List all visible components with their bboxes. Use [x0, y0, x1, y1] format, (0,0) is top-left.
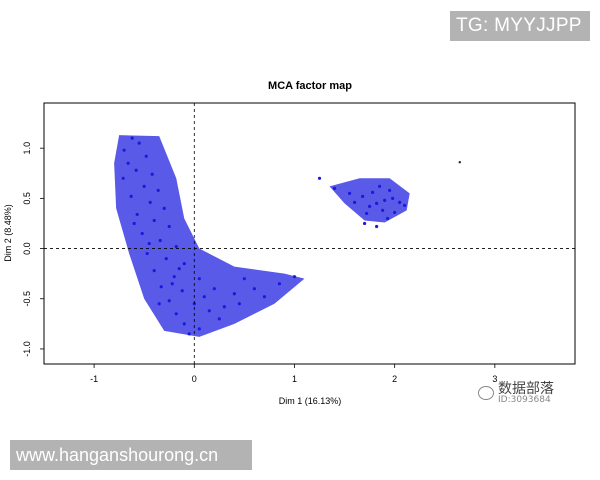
tg-badge: TG: MYYJJPP: [450, 11, 590, 41]
point-main-28: [167, 299, 171, 303]
x-tick-label: 2: [392, 374, 397, 384]
point-main-17: [158, 238, 162, 243]
watermark-id: ID:3093684: [498, 395, 551, 405]
wechat-icon: [478, 386, 494, 400]
point-main-11: [148, 200, 152, 204]
axis-ticks: -1 0 1 2 3 -1.0 -0.5 0.0 0.5 1.0: [22, 142, 497, 384]
point-main-13: [135, 212, 139, 217]
right-cluster-cloud: [329, 178, 410, 223]
point-right-6: [381, 208, 385, 213]
point-right-11: [378, 184, 382, 188]
point-right-2: [391, 196, 395, 200]
point-main-19: [145, 251, 149, 256]
point-right-15: [386, 216, 390, 221]
point-right-16: [332, 186, 337, 190]
point-main-26: [180, 289, 184, 293]
x-axis-title: Dim 1 (16.13%): [279, 396, 342, 406]
y-tick-label: 1.0: [22, 142, 32, 155]
point-right-9: [403, 203, 407, 207]
point-main-37: [197, 327, 201, 331]
point-main-2: [122, 148, 126, 152]
point-main-43: [147, 241, 151, 246]
point-main-0: [130, 136, 134, 140]
point-main-5: [134, 168, 138, 172]
point-main-12: [162, 206, 166, 211]
point-main-22: [152, 269, 156, 273]
point-main-34: [182, 322, 186, 326]
point-main-7: [121, 176, 125, 180]
point-main-39: [292, 275, 297, 279]
point-main-44: [132, 221, 136, 226]
point-main-48: [242, 277, 246, 281]
point-right-1: [375, 201, 379, 205]
site-badge: www.hanganshourong.cn: [10, 440, 252, 470]
point-main-45: [170, 282, 174, 286]
point-main-27: [212, 287, 216, 291]
point-outlier-0: [458, 161, 461, 164]
x-tick-label: 0: [192, 374, 197, 384]
point-main-15: [167, 224, 171, 229]
point-main-41: [217, 317, 221, 321]
y-tick-label: -1.0: [22, 341, 32, 357]
point-right-7: [388, 188, 392, 192]
points-layer: [121, 136, 461, 336]
point-right-19: [375, 224, 379, 229]
point-main-33: [252, 287, 256, 291]
y-axis-title: Dim 2 (8.48%): [3, 204, 13, 262]
point-main-3: [144, 154, 148, 158]
main-cluster-cloud: [114, 135, 305, 337]
point-main-49: [177, 267, 181, 271]
point-main-40: [187, 332, 191, 336]
point-main-36: [277, 282, 282, 286]
point-main-46: [202, 295, 206, 299]
point-right-17: [317, 176, 322, 180]
point-main-30: [232, 292, 236, 296]
point-main-4: [126, 161, 130, 165]
point-main-25: [159, 285, 163, 289]
point-main-24: [197, 277, 201, 281]
point-main-6: [150, 172, 154, 176]
plot-frame: [43, 102, 576, 365]
cluster-shading: [114, 135, 410, 337]
point-main-16: [140, 231, 144, 236]
x-tick-label: -1: [90, 374, 98, 384]
point-main-31: [174, 312, 178, 316]
chart-title: MCA factor map: [268, 80, 352, 92]
y-tick-label: 0.5: [22, 192, 32, 205]
point-right-18: [363, 221, 367, 226]
point-main-8: [142, 184, 146, 188]
point-main-35: [222, 305, 226, 309]
point-right-0: [383, 198, 387, 202]
watermark: 数据部落 ID:3093684: [498, 381, 554, 406]
point-main-23: [172, 275, 176, 279]
point-right-14: [347, 191, 352, 195]
point-right-12: [365, 211, 369, 216]
point-right-13: [393, 210, 397, 215]
point-right-3: [368, 204, 372, 208]
point-main-21: [182, 262, 186, 266]
point-right-4: [398, 200, 402, 204]
y-tick-label: -0.5: [22, 291, 32, 307]
x-tick-label: 3: [492, 374, 497, 384]
point-main-32: [207, 309, 211, 313]
point-main-20: [164, 256, 168, 261]
point-main-38: [237, 302, 241, 306]
point-main-9: [156, 188, 160, 192]
point-main-10: [129, 194, 133, 198]
x-tick-label: 1: [292, 374, 297, 384]
point-main-18: [174, 244, 178, 249]
point-right-10: [352, 200, 357, 204]
point-main-1: [137, 141, 141, 145]
point-right-5: [361, 194, 365, 198]
y-tick-label: 0.0: [22, 242, 32, 255]
point-right-8: [371, 190, 375, 194]
point-main-14: [152, 218, 156, 223]
point-main-42: [262, 295, 267, 299]
point-main-47: [157, 302, 161, 306]
watermark-name: 数据部落: [498, 381, 554, 397]
